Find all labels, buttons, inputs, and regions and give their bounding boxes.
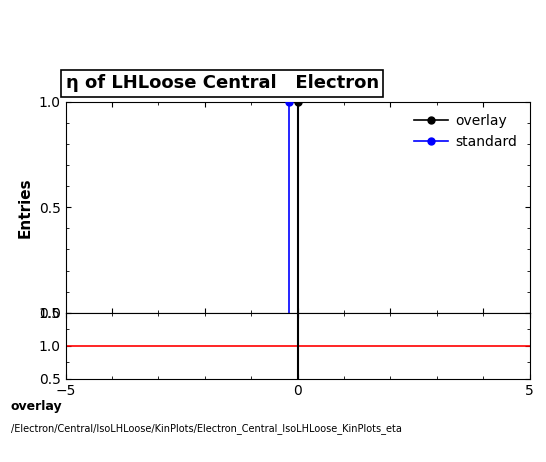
- Y-axis label: Entries: Entries: [18, 177, 33, 237]
- Text: /Electron/Central/IsoLHLoose/KinPlots/Electron_Central_IsoLHLoose_KinPlots_eta: /Electron/Central/IsoLHLoose/KinPlots/El…: [11, 423, 402, 434]
- Text: η of LHLoose Central   Electron: η of LHLoose Central Electron: [66, 74, 378, 92]
- Text: overlay: overlay: [11, 400, 63, 413]
- Legend: overlay, standard: overlay, standard: [408, 109, 523, 155]
